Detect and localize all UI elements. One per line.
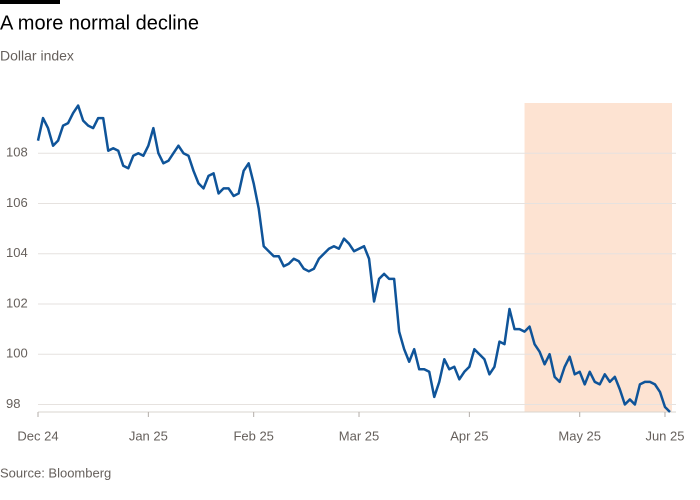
source: Source: Bloomberg [0,465,111,480]
x-tick-label: Jan 25 [129,428,168,443]
x-tick-label: Feb 25 [233,428,273,443]
x-tick-label: Dec 24 [17,428,58,443]
y-tick-label: 100 [6,346,28,361]
brand-bar [0,0,60,4]
x-tick-label: Mar 25 [339,428,379,443]
y-tick-label: 102 [6,295,28,310]
x-tick-label: Apr 25 [450,428,488,443]
chart-subtitle: Dollar index [0,48,74,64]
y-tick-label: 106 [6,195,28,210]
y-tick-label: 98 [6,396,20,411]
x-tick-label: May 25 [558,428,601,443]
chart-title: A more normal decline [0,12,199,34]
y-tick-label: 104 [6,245,28,260]
line-series [36,104,671,413]
highlight-band [524,103,672,412]
y-tick-label: 108 [6,145,28,160]
x-tick-label: Jun 25 [645,428,684,443]
